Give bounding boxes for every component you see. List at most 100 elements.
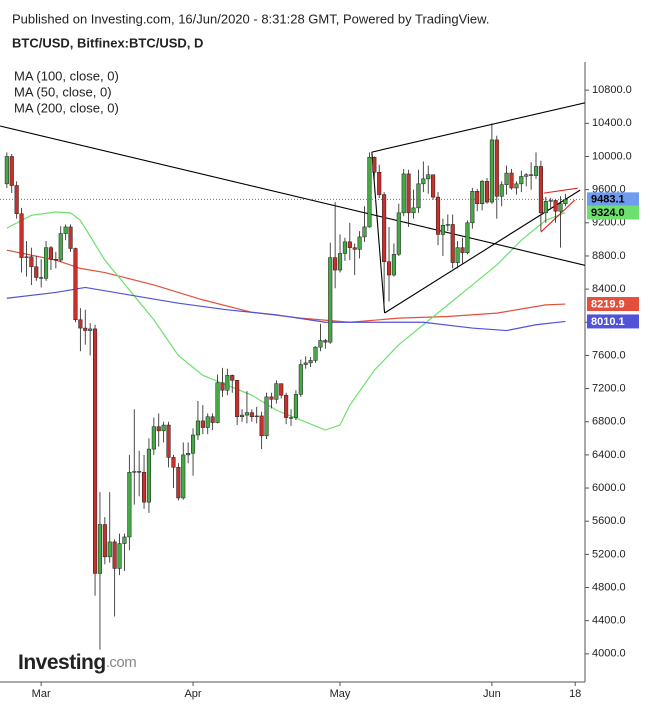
trendline [0, 125, 585, 266]
candle-body [514, 183, 519, 189]
candle-body [538, 166, 543, 214]
x-tick-label: May [330, 688, 351, 700]
candle-body [543, 201, 548, 214]
last-value-box [587, 314, 639, 329]
candle-body [337, 253, 343, 271]
candle-body [328, 257, 333, 343]
candle-body [44, 247, 49, 279]
candle-body [553, 200, 558, 212]
candle-body [166, 424, 171, 458]
candle-body [97, 524, 102, 574]
candle-body [504, 172, 509, 185]
candle-body [200, 420, 205, 428]
candle-body [308, 360, 313, 364]
candle-body [342, 241, 347, 254]
candle-body [480, 181, 485, 204]
candle-body [151, 426, 156, 450]
candle-body [529, 174, 534, 176]
last-value-label: 8010.1 [591, 316, 625, 328]
candle-body [73, 248, 78, 321]
y-tick-label: 4800.0 [592, 581, 626, 593]
candle-body [112, 541, 117, 569]
candle-body [431, 174, 436, 198]
y-tick-label: 6000.0 [592, 482, 626, 494]
candle-body [509, 172, 514, 189]
y-tick-label: 5200.0 [592, 548, 626, 560]
candle-body [156, 426, 161, 432]
candle-body [489, 139, 494, 203]
candle-body [279, 383, 284, 396]
last-value-box [587, 297, 639, 312]
candle-body [244, 412, 249, 416]
y-tick-label: 6800.0 [592, 416, 626, 428]
candle-body [499, 184, 504, 197]
y-tick-label: 4400.0 [592, 615, 626, 627]
x-tick-label: Apr [184, 688, 201, 700]
candle-body [53, 259, 58, 261]
candle-body [460, 247, 465, 253]
candle-body [48, 247, 54, 260]
chart-title: BTC/USD, Bitfinex:BTC/USD, D [12, 35, 203, 50]
candle-body [259, 415, 264, 437]
moving-average-line [6, 211, 566, 431]
candle-body [421, 178, 426, 185]
candle-body [333, 257, 338, 271]
candle-body [293, 394, 298, 418]
candle-body [484, 181, 490, 203]
y-tick-label: 10400.0 [592, 117, 632, 129]
y-tick-label: 9200.0 [592, 217, 626, 229]
candle-body [401, 173, 406, 214]
candle-body [288, 417, 294, 419]
candle-body [440, 225, 445, 235]
candle-body [362, 226, 367, 238]
candle-body [435, 196, 441, 235]
candle-body [117, 543, 122, 569]
candle-body [249, 412, 254, 418]
candle-body [367, 157, 372, 228]
candle-body [548, 200, 553, 202]
candle-body [519, 176, 524, 185]
candle-body [406, 173, 411, 214]
candle-body [205, 416, 210, 428]
candle-body [391, 254, 396, 276]
candle-body [220, 382, 225, 391]
candle-body [313, 346, 318, 361]
plot-area [0, 102, 585, 650]
candle-body [372, 157, 377, 173]
y-tick-label: 10800.0 [592, 84, 632, 96]
candle-body [411, 207, 416, 214]
trendline [371, 102, 585, 153]
y-tick-label: 7200.0 [592, 382, 626, 394]
candle-body [83, 327, 88, 331]
published-note: Published on Investing.com, 16/Jun/2020 … [12, 11, 489, 26]
candle-body [465, 222, 470, 253]
candle-body [323, 340, 328, 343]
candle-body [563, 199, 568, 204]
candle-body [127, 472, 132, 538]
candle-body [24, 256, 29, 258]
x-tick-label: Mar [32, 688, 51, 700]
y-tick-label: 8800.0 [592, 250, 626, 262]
candle-body [396, 212, 401, 255]
last-value-box [587, 192, 639, 207]
candle-body [254, 415, 259, 418]
x-tick-label: Jun [483, 688, 501, 700]
candle-body [445, 224, 450, 226]
candle-body [4, 156, 9, 185]
y-tick-label: 7600.0 [592, 349, 626, 361]
legend-entry: MA (200, close, 0) [14, 100, 119, 115]
candle-body [171, 457, 176, 468]
last-value-box [587, 205, 639, 220]
candle-body [284, 394, 289, 418]
x-tick-label: 18 [569, 688, 581, 700]
candle-body [524, 174, 529, 177]
candle-body [78, 319, 83, 329]
candle-body [269, 396, 274, 400]
candle-body [210, 416, 215, 423]
candle-body [186, 452, 191, 456]
y-tick-label: 8400.0 [592, 283, 626, 295]
candle-body [132, 471, 137, 473]
candle-body [176, 467, 181, 499]
candle-body [68, 226, 73, 249]
candle-body [426, 174, 431, 180]
